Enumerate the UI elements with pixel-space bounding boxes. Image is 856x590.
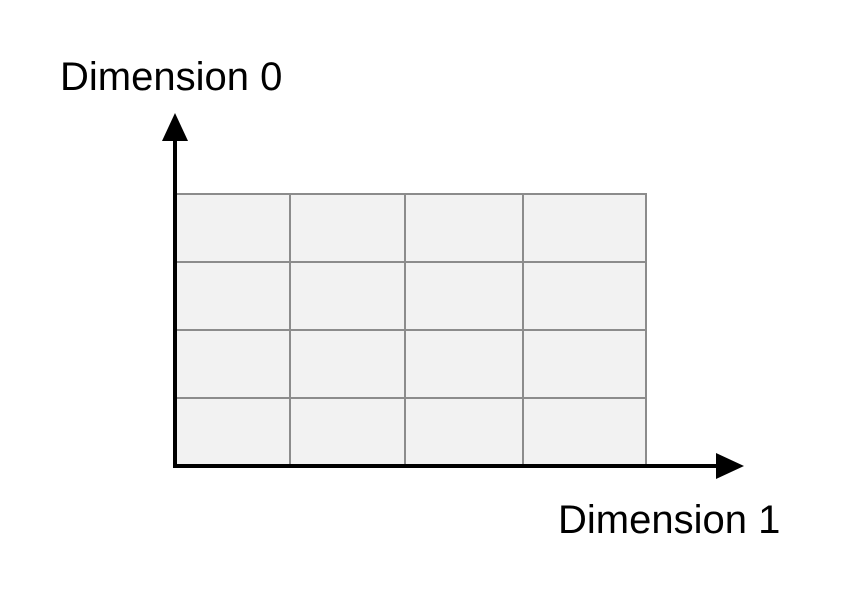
grid-cell-r0-c0 xyxy=(174,193,291,263)
grid-cell-r1-c3 xyxy=(522,261,647,331)
grid-cell-r1-c2 xyxy=(404,261,524,331)
dimension-0-arrowhead xyxy=(162,113,188,141)
grid-cell-r0-c3 xyxy=(522,193,647,263)
dimension-1-axis xyxy=(173,453,744,479)
grid-cell-r0-c1 xyxy=(289,193,406,263)
grid-cell-r3-c2 xyxy=(404,397,524,467)
dimension-0-label: Dimension 0 xyxy=(60,55,282,99)
grid-cell-r1-c1 xyxy=(289,261,406,331)
grid-cell-r2-c0 xyxy=(174,329,291,399)
grid-cell-r2-c1 xyxy=(289,329,406,399)
grid-cell-r0-c2 xyxy=(404,193,524,263)
grid-cell-r3-c1 xyxy=(289,397,406,467)
dimension-1-label: Dimension 1 xyxy=(558,498,780,542)
grid-cell-r3-c3 xyxy=(522,397,647,467)
grid-cell-r2-c3 xyxy=(522,329,647,399)
dimension-0-axis xyxy=(162,113,188,468)
dimension-1-arrowhead xyxy=(716,453,744,479)
grid-cell-r2-c2 xyxy=(404,329,524,399)
grid-cell-r3-c0 xyxy=(174,397,291,467)
grid-cell-r1-c0 xyxy=(174,261,291,331)
grid-cells xyxy=(174,193,647,467)
